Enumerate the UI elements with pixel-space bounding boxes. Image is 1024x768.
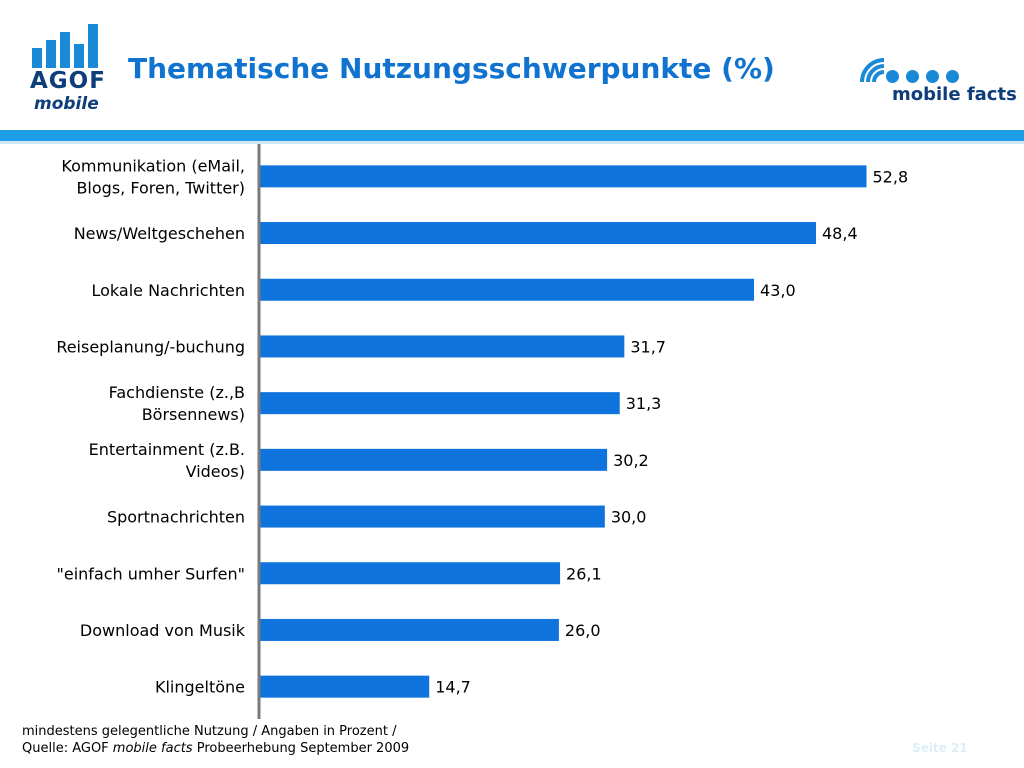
data-label: 43,0	[760, 281, 796, 300]
bar	[260, 562, 561, 585]
dot-icon	[906, 70, 919, 83]
category-label: "einfach umher Surfen"	[57, 564, 245, 583]
bar	[260, 675, 430, 698]
footnote-source-prefix: Quelle: AGOF	[22, 741, 113, 756]
category-label: Klingeltöne	[155, 678, 245, 697]
footnote-source-suffix: Probeerhebung September 2009	[192, 741, 410, 756]
agof-logo: AGOF mobile	[30, 22, 110, 118]
data-label: 48,4	[822, 224, 858, 243]
data-label: 52,8	[873, 167, 909, 186]
bar	[260, 165, 867, 188]
category-label: Download von Musik	[80, 621, 246, 640]
bar	[260, 222, 816, 245]
dot-icon	[946, 70, 959, 83]
data-label: 30,0	[611, 508, 647, 527]
dot-icon	[926, 70, 939, 83]
footnote: mindestens gelegentliche Nutzung / Angab…	[22, 723, 409, 757]
data-label: 31,7	[630, 337, 666, 356]
bar	[260, 505, 605, 528]
page-title: Thematische Nutzungsschwerpunkte (%)	[128, 52, 775, 85]
mobile-facts-logo-text: mobile facts	[892, 84, 1017, 105]
bar	[260, 392, 620, 415]
category-label: Lokale Nachrichten	[91, 281, 245, 300]
footnote-line-1: mindestens gelegentliche Nutzung / Angab…	[22, 724, 397, 739]
dot-icon	[886, 70, 899, 83]
agof-bars-icon	[32, 22, 102, 68]
data-label: 26,1	[566, 564, 602, 583]
data-label: 30,2	[613, 451, 649, 470]
category-label: Kommunikation (eMail, Blogs, Foren, Twitt…	[61, 156, 245, 197]
category-label: Reiseplanung/-buchung	[56, 337, 245, 356]
bar	[260, 335, 625, 358]
bar	[260, 278, 755, 301]
category-label: Sportnachrichten	[107, 508, 245, 527]
category-label: Entertainment (z.B. Videos)	[89, 440, 245, 481]
page-number: Seite 21	[912, 741, 968, 755]
bar	[260, 448, 608, 471]
signal-waves-icon	[860, 58, 885, 83]
data-label: 26,0	[565, 621, 601, 640]
bar-chart: 52,8 Kommunikation (eMail, Blogs, Foren, T…	[56, 144, 909, 719]
category-label: News/Weltgeschehen	[74, 224, 245, 243]
header-rule	[0, 130, 1024, 141]
footnote-line-2: Quelle: AGOF mobile facts Probeerhebung …	[22, 740, 409, 757]
header-rule-shadow	[0, 141, 1024, 144]
data-label: 31,3	[626, 394, 662, 413]
category-label: Fachdienste (z.,B Börsennews)	[109, 383, 245, 424]
agof-logo-subtext: mobile	[34, 94, 99, 114]
agof-logo-text: AGOF	[30, 68, 106, 94]
data-label: 14,7	[435, 678, 471, 697]
bar	[260, 618, 559, 641]
mobile-facts-logo: mobile facts	[856, 54, 1017, 110]
footnote-source-name: mobile facts	[112, 741, 193, 756]
